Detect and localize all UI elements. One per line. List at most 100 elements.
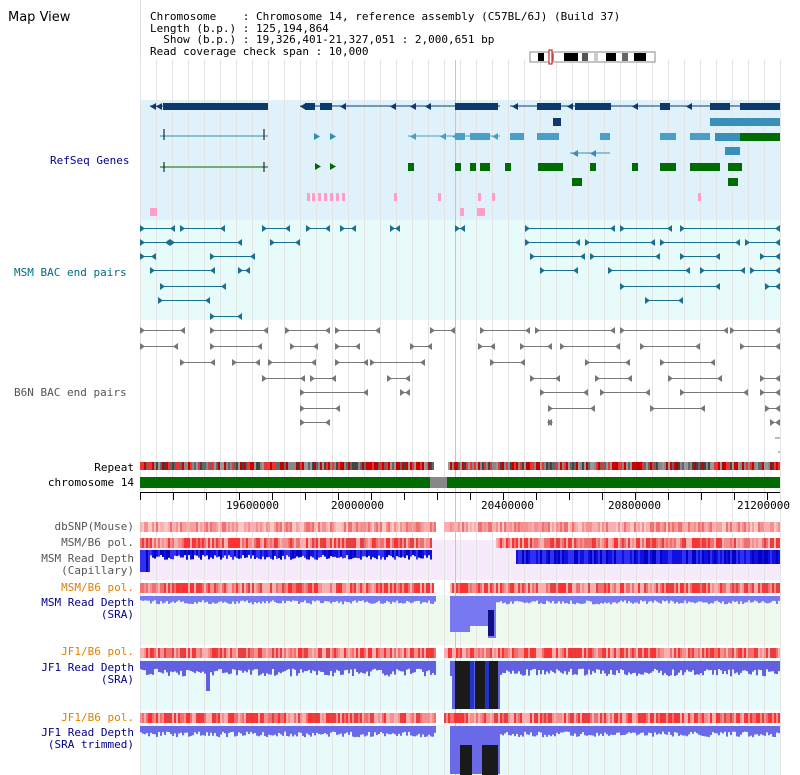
heat-cell (728, 713, 730, 723)
heat-cell (504, 538, 506, 548)
heat-cell (192, 583, 194, 593)
heat-cell (512, 522, 514, 532)
heat-cell (764, 522, 766, 532)
heat-cell (728, 583, 730, 593)
depth-bar (226, 596, 228, 603)
depth-bar (394, 661, 396, 675)
heat-cell (718, 522, 720, 532)
heat-cell (270, 583, 272, 593)
heat-cell (684, 538, 686, 548)
gene-marker (336, 193, 339, 201)
depth-bar (526, 661, 528, 670)
track-label-jf1-b6-pol-2[interactable]: JF1/B6 pol. (61, 711, 134, 724)
heat-cell (528, 522, 530, 532)
depth-bar (412, 596, 414, 603)
heat-cell (278, 713, 280, 723)
depth-bar (686, 726, 688, 737)
heat-cell (692, 538, 694, 548)
heat-cell (338, 583, 340, 593)
heat-cell (458, 583, 460, 593)
repeat-block (556, 462, 558, 470)
heat-cell (462, 648, 464, 658)
heat-cell (316, 538, 318, 548)
repeat-block (376, 462, 378, 470)
repeat-block (678, 462, 680, 470)
track-label-msm-bac[interactable]: MSM BAC end pairs (14, 266, 127, 279)
heat-cell (520, 713, 522, 723)
depth-bar (232, 661, 234, 670)
heat-cell (760, 522, 762, 532)
heat-cell (524, 713, 526, 723)
track-label-repeat[interactable]: Repeat (94, 461, 134, 474)
depth-bar (290, 550, 292, 560)
heat-cell (380, 648, 382, 658)
track-label-msm-read-depth-sra[interactable]: MSM Read Depth (41, 596, 134, 609)
depth-bar (708, 550, 710, 564)
track-label-jf1-read-depth[interactable]: JF1 Read Depth (41, 661, 134, 674)
bac-end-marker (745, 239, 750, 246)
depth-bar (324, 661, 326, 675)
gene-exon (728, 163, 742, 171)
track-label-msm-read-depth-cap[interactable]: MSM Read Depth (41, 552, 134, 565)
depth-bar (702, 726, 704, 737)
heat-cell (158, 538, 160, 548)
repeat-block (368, 462, 370, 470)
heat-cell (434, 522, 436, 532)
heat-cell (588, 538, 590, 548)
heat-cell (634, 538, 636, 548)
depth-bar (306, 661, 308, 672)
heat-cell (704, 538, 706, 548)
heat-cell (382, 522, 384, 532)
depth-bar (498, 726, 500, 774)
repeat-block (218, 462, 220, 470)
heat-cell (544, 538, 546, 548)
depth-bar (692, 596, 694, 603)
depth-bar (338, 726, 340, 735)
track-label-jf1-read-depth-trimmed[interactable]: JF1 Read Depth (41, 726, 134, 739)
heat-cell (618, 583, 620, 593)
heat-cell (594, 522, 596, 532)
depth-bar (762, 661, 764, 676)
heat-cell (600, 648, 602, 658)
depth-bar (184, 661, 186, 676)
repeat-block (278, 462, 280, 470)
depth-bar (300, 726, 302, 733)
heat-cell (178, 713, 180, 723)
depth-bar (204, 661, 206, 674)
heat-cell (630, 538, 632, 548)
depth-bar (758, 726, 760, 736)
heat-cell (394, 713, 396, 723)
track-label-b6n-bac[interactable]: B6N BAC end pairs (14, 386, 127, 399)
depth-bar (666, 726, 668, 735)
heat-cell (420, 648, 422, 658)
heat-cell (700, 648, 702, 658)
depth-bar (302, 661, 304, 673)
depth-bar (694, 726, 696, 732)
heat-cell (672, 522, 674, 532)
heat-cell (740, 648, 742, 658)
heat-cell (718, 583, 720, 593)
heat-cell (374, 648, 376, 658)
heat-cell (654, 538, 656, 548)
depth-bar (704, 661, 706, 671)
heat-cell (424, 648, 426, 658)
track-label-msm-b6-pol-2[interactable]: MSM/B6 pol. (61, 581, 134, 594)
depth-bar (644, 596, 646, 601)
depth-bar (382, 550, 384, 558)
track-label-dbsnp[interactable]: dbSNP(Mouse) (54, 520, 134, 533)
heat-cell (546, 583, 548, 593)
depth-bar (754, 661, 756, 671)
depth-bar (512, 661, 514, 671)
repeat-block (586, 462, 588, 470)
heat-cell (340, 648, 342, 658)
heat-cell (676, 538, 678, 548)
depth-bar (236, 550, 238, 559)
repeat-block (336, 462, 338, 470)
heat-cell (276, 713, 278, 723)
repeat-block (604, 462, 606, 470)
track-label-chromosome[interactable]: chromosome 14 (47, 476, 134, 489)
track-label-msm-b6-pol[interactable]: MSM/B6 pol. (61, 536, 134, 549)
track-label-jf1-b6-pol[interactable]: JF1/B6 pol. (61, 645, 134, 658)
depth-bar (270, 550, 272, 559)
track-label-refseq[interactable]: RefSeq Genes (50, 154, 130, 167)
